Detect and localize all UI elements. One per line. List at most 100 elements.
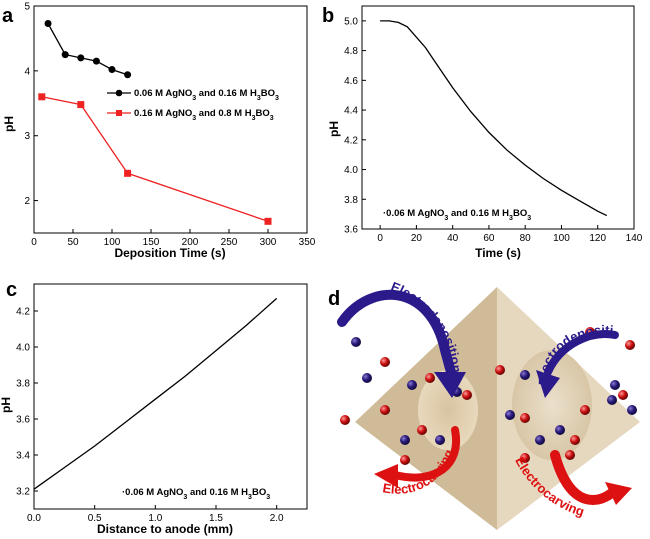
electrodeposition-arrow-left bbox=[337, 289, 457, 381]
chart-a-point bbox=[61, 51, 69, 59]
chart-b-ytick-label: 3.8 bbox=[344, 195, 358, 206]
ion-ball-red bbox=[462, 390, 472, 400]
ion-ball-blue bbox=[520, 370, 530, 380]
chart-a-ylabel: pH bbox=[2, 116, 16, 132]
chart-c: 0.0 0.5 1.0 1.5 2.0 3.2 3.4 3.6 3.8 4.0 4.2 ·0.06 … bbox=[0, 283, 308, 536]
ion-ball-blue bbox=[407, 380, 417, 390]
chart-a-xtick-label: 150 bbox=[143, 237, 160, 248]
electrocarving-arrow-right bbox=[550, 450, 620, 505]
chart-a-xtick-label: 200 bbox=[182, 237, 199, 248]
chart-c-ytick-label: 3.6 bbox=[16, 415, 30, 426]
chart-b-xtick-label: 60 bbox=[483, 233, 495, 244]
chart-c-xtick-label: 0.5 bbox=[88, 513, 102, 524]
chart-a-legend: 0.06 M AgNO3 and 0.16 M H3BO3 0.16 M AgN… bbox=[107, 88, 279, 122]
ion-ball-blue bbox=[535, 435, 545, 445]
ion-ball-red bbox=[625, 340, 635, 350]
electrocarving-arrow-left bbox=[391, 426, 461, 482]
chart-b-xtick-label: 140 bbox=[626, 233, 643, 244]
ion-ball-red bbox=[520, 453, 530, 463]
electrodeposition-arrowhead-right-icon bbox=[536, 370, 560, 398]
legend-entry-red: 0.16 M AgNO3 and 0.8 M H3BO3 bbox=[134, 108, 274, 122]
ion-ball-red bbox=[340, 415, 350, 425]
ion-ball-blue bbox=[610, 380, 620, 390]
panel-label-c: c bbox=[6, 279, 17, 301]
chart-a-point bbox=[38, 93, 46, 101]
chart-b-xtick-label: 20 bbox=[411, 233, 423, 244]
ion-ball-red bbox=[565, 450, 575, 460]
ion-ball-red bbox=[495, 365, 505, 375]
chart-b-xtick-label: 120 bbox=[589, 233, 606, 244]
chart-b-xtick-label: 40 bbox=[447, 233, 459, 244]
chart-b-series-line-0 bbox=[380, 20, 608, 217]
ion-ball-blue bbox=[505, 410, 515, 420]
chart-a-xtick-label: 0 bbox=[31, 237, 37, 248]
pit-left bbox=[418, 370, 478, 450]
chart-b-annotation: ·0.06 M AgNO3 and 0.16 M H3BO3 bbox=[383, 208, 531, 222]
ion-ball-red bbox=[400, 455, 410, 465]
panel-label-d: d bbox=[328, 288, 340, 310]
chart-b-ytick-label: 3.6 bbox=[344, 225, 358, 236]
chart-b-xtick-label: 80 bbox=[520, 233, 532, 244]
electrocarving-arrowhead-left-icon bbox=[374, 464, 398, 488]
chart-a-point bbox=[92, 57, 100, 65]
chart-b-plot-area bbox=[361, 5, 635, 230]
chart-a-xtick-label: 100 bbox=[104, 237, 121, 248]
chart-b: 0 20 40 60 80 100 120 140 3.6 3.8 4.0 4.2 4.4 4.6 4.8 5… bbox=[327, 5, 643, 260]
chart-c-annotation: ·0.06 M AgNO3 and 0.16 M H3BO3 bbox=[122, 487, 270, 501]
chart-a-point bbox=[264, 217, 272, 225]
chart-b-ytick-label: 4.0 bbox=[344, 165, 358, 176]
electrocarving-arrowhead-right-icon bbox=[605, 482, 632, 505]
chart-a-point bbox=[44, 20, 52, 28]
chart-a-point bbox=[108, 66, 116, 74]
chart-b-xtick-label: 100 bbox=[553, 233, 570, 244]
legend-marker-red bbox=[116, 110, 122, 116]
chart-a-point bbox=[124, 169, 132, 177]
chart-a-ytick-label: 2 bbox=[24, 196, 30, 207]
chart-b-ytick-label: 4.4 bbox=[344, 106, 358, 117]
chart-b-ytick-label: 4.6 bbox=[344, 76, 358, 87]
electrodeposition-arrowhead-left-icon bbox=[434, 372, 466, 398]
chart-c-xtick-label: 1.0 bbox=[148, 513, 162, 524]
chart-a-plot-area bbox=[33, 5, 308, 234]
ion-ball-red bbox=[520, 413, 530, 423]
schematic-d: Electrodeposition Electrodeposition Elec… bbox=[0, 0, 640, 530]
chart-a-series-line-0 bbox=[47, 23, 128, 76]
chart-a-ytick-label: 5 bbox=[24, 2, 30, 13]
chart-b-ytick-label: 4.8 bbox=[344, 46, 358, 57]
chart-c-ytick-label: 3.2 bbox=[16, 487, 30, 498]
chart-c-xtick-label: 2.0 bbox=[270, 513, 284, 524]
ion-ball-red bbox=[380, 357, 390, 367]
legend-entry-black: 0.06 M AgNO3 and 0.16 M H3BO3 bbox=[134, 88, 279, 102]
chart-a: 0 50 100 150 200 250 300 350 2 3 4 5 Deposition Tim… bbox=[2, 2, 316, 261]
panel-label-b: b bbox=[322, 5, 334, 27]
chart-c-plot-area bbox=[33, 283, 308, 510]
ion-ball-red bbox=[570, 435, 580, 445]
chart-a-xtick-label: 300 bbox=[260, 237, 277, 248]
chart-c-ytick-label: 3.4 bbox=[16, 451, 30, 462]
chart-a-point bbox=[124, 71, 132, 79]
ion-ball-blue bbox=[362, 373, 372, 383]
chart-a-point bbox=[77, 54, 85, 62]
chart-a-xtick-label: 250 bbox=[221, 237, 238, 248]
pit-right bbox=[512, 350, 592, 460]
chart-c-ytick-label: 4.2 bbox=[16, 307, 30, 318]
chart-b-ylabel: pH bbox=[327, 121, 341, 137]
ion-ball-red bbox=[380, 405, 390, 415]
chart-a-xtick-label: 50 bbox=[67, 237, 79, 248]
chart-b-ytick-label: 5.0 bbox=[344, 16, 358, 27]
chart-a-xlabel: Deposition Time (s) bbox=[114, 246, 225, 260]
ion-ball-blue bbox=[607, 395, 617, 405]
ion-ball-blue bbox=[435, 435, 445, 445]
legend-marker-black bbox=[115, 89, 123, 97]
chart-c-ytick-label: 4.0 bbox=[16, 343, 30, 354]
chart-b-xlabel: Time (s) bbox=[475, 246, 521, 260]
chart-c-series-line-0 bbox=[33, 297, 278, 490]
chart-a-point bbox=[77, 101, 85, 109]
panel-label-a: a bbox=[2, 5, 14, 27]
chart-b-ytick-label: 4.2 bbox=[344, 135, 358, 146]
electrodeposition-arrow-right bbox=[544, 330, 619, 376]
ion-ball-blue bbox=[351, 337, 361, 347]
chart-c-ylabel: pH bbox=[0, 397, 13, 413]
chart-a-xtick-label: 350 bbox=[299, 237, 316, 248]
